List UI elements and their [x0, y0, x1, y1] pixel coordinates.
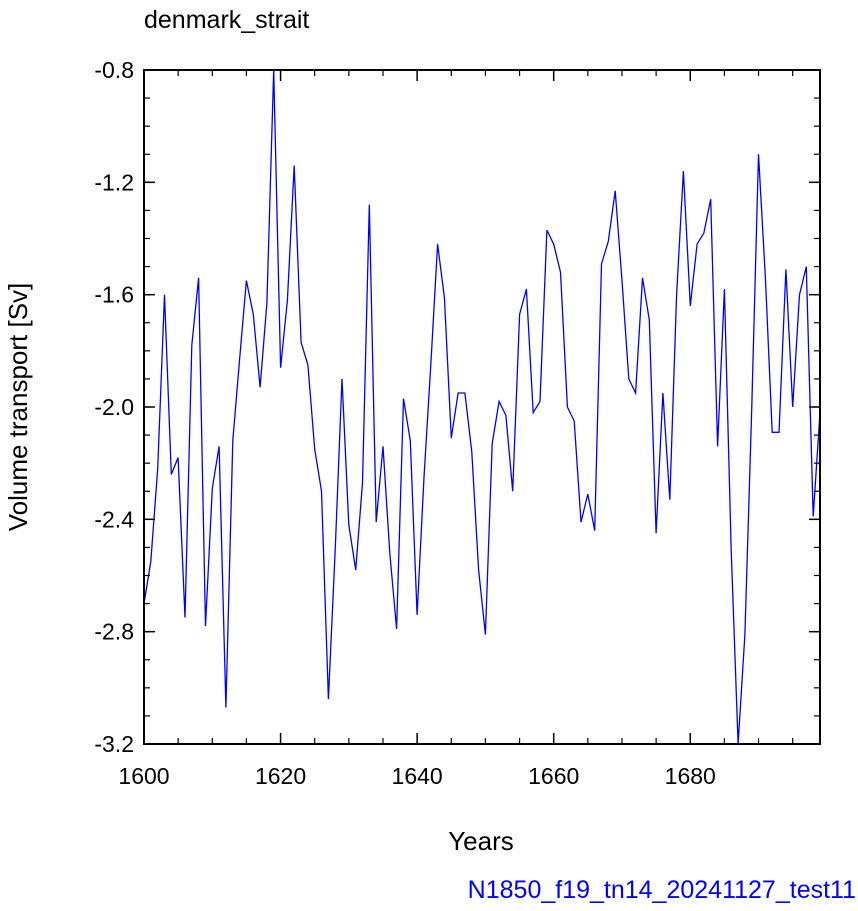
plot-frame — [143, 69, 821, 745]
x-tick-label: 1640 — [392, 763, 443, 789]
chart-title: denmark_strait — [144, 6, 309, 34]
x-tick-label: 1620 — [255, 763, 306, 789]
y-tick-label: -1.6 — [94, 282, 134, 308]
case-name-label: N1850_f19_tn14_20241127_test11 — [468, 876, 856, 904]
y-tick-label: -2.0 — [94, 394, 134, 420]
x-axis-ticks: 1600 1620 1640 1660 1680 — [118, 70, 794, 789]
x-axis-title: Years — [448, 826, 514, 856]
y-tick-label: -0.8 — [94, 57, 134, 83]
series-line — [143, 69, 821, 745]
x-tick-label: 1660 — [528, 763, 579, 789]
y-tick-label: -2.4 — [94, 506, 134, 532]
y-tick-label: -3.2 — [94, 731, 134, 757]
x-tick-label: 1680 — [665, 763, 716, 789]
y-tick-label: -1.2 — [94, 169, 134, 195]
y-axis-ticks: -0.8 -1.2 -1.6 -2.0 -2.4 -2.8 -3.2 — [94, 57, 820, 757]
y-tick-label: -2.8 — [94, 619, 134, 645]
x-tick-label: 1600 — [118, 763, 169, 789]
y-axis-title: Volume transport [Sv] — [3, 283, 33, 532]
